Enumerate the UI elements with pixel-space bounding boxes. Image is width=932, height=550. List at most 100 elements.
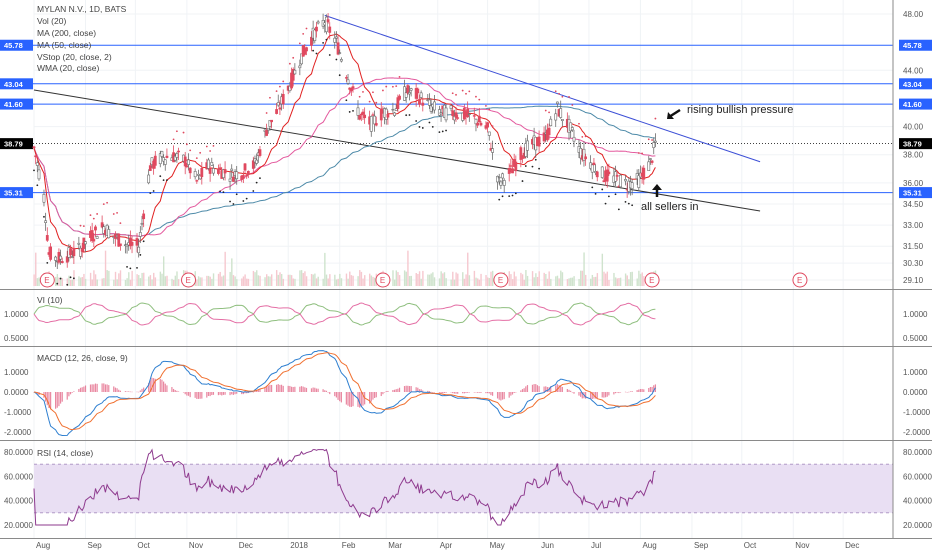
level-tag-left-label: 38.79 (4, 140, 23, 149)
macd-histogram-bar (488, 392, 490, 394)
macd-histogram-bar (94, 383, 97, 392)
candle-body (142, 213, 146, 220)
macd-histogram-bar (628, 391, 630, 393)
macd-histogram-bar (453, 392, 455, 394)
vstop-dot (465, 92, 467, 95)
volume-bar (106, 270, 108, 286)
time-axis-label: Dec (239, 541, 253, 550)
vi-plus-line (33, 302, 656, 326)
volume-bar (590, 278, 592, 286)
vstop-dot (398, 76, 401, 78)
macd-histogram-bar (83, 386, 85, 392)
level-tag-right (899, 187, 932, 199)
legend-ma50: MA (50, close) (37, 40, 91, 50)
vstop-dot (641, 152, 644, 155)
candle-body (268, 119, 272, 127)
volume-bar (126, 278, 128, 286)
macd-histogram-bar (398, 387, 401, 392)
volume-bar (257, 275, 260, 286)
macd-histogram-bar (207, 392, 210, 396)
macd-histogram-bar (194, 392, 196, 398)
candle-body (507, 167, 511, 174)
volume-bar (259, 275, 261, 286)
vstop-dot (209, 150, 212, 152)
vstop-dot (199, 151, 202, 154)
macd-histogram-bar (217, 392, 220, 396)
vstop-dot (511, 194, 514, 197)
macd-histogram-bar (603, 392, 605, 398)
vstop-dot (259, 177, 261, 180)
macd-histogram-bar (392, 390, 394, 392)
vstop-dot (265, 112, 268, 114)
vstop-dot (594, 192, 597, 195)
volume-bar (103, 278, 105, 286)
macd-histogram-bar (558, 385, 560, 392)
macd-histogram-bar (475, 392, 477, 393)
candle-body (148, 165, 152, 171)
vstop-dot (544, 109, 547, 112)
macd-histogram-bar (457, 392, 459, 394)
volume-bar (224, 251, 226, 286)
macd-histogram-bar (370, 392, 372, 402)
macd-histogram-bar (289, 385, 291, 392)
candle-body (428, 99, 431, 106)
candle-body (476, 122, 480, 126)
level-tag-left (0, 78, 33, 90)
macd-histogram-bar (244, 392, 246, 394)
macd-histogram-bar (649, 386, 652, 392)
macd-tick-label: 1.0000 (903, 368, 928, 377)
time-axis-label: Oct (137, 541, 150, 550)
volume-bar (161, 273, 163, 286)
macd-histogram-bar (590, 392, 592, 399)
vstop-dot (166, 179, 168, 182)
candle-body (374, 123, 378, 126)
vstop-dot (142, 240, 145, 243)
vstop-dot (335, 58, 338, 61)
volume-bar (339, 273, 341, 286)
macd-histogram-bar (229, 392, 231, 396)
macd-histogram-bar (360, 392, 362, 407)
macd-histogram-bar (397, 388, 399, 392)
macd-histogram-bar (317, 388, 319, 392)
candle-body (325, 16, 328, 33)
volume-bar (636, 278, 638, 286)
volume-bar (550, 278, 552, 286)
macd-histogram-bar (581, 392, 583, 399)
candle-body (486, 122, 489, 128)
volume-bar (357, 276, 359, 286)
vstop-dot (617, 208, 620, 211)
candle-body (147, 174, 151, 184)
macd-histogram-bar (131, 391, 133, 393)
candle-body (418, 99, 421, 105)
candle-body (258, 149, 262, 156)
macd-histogram-bar (428, 391, 431, 392)
volume-bar (256, 270, 258, 286)
vstop-dot (345, 99, 348, 102)
level-tag-left-label: 45.78 (4, 41, 23, 50)
candle-body (266, 127, 270, 131)
macd-histogram-bar (417, 387, 419, 392)
candle-body (72, 247, 76, 257)
vstop-dot (584, 135, 587, 138)
macd-histogram-bar (521, 389, 524, 392)
macd-histogram-bar (393, 389, 396, 392)
candle-body (356, 107, 360, 116)
vstop-dot (152, 190, 155, 192)
macd-histogram-bar (498, 392, 500, 400)
candle-body (419, 92, 423, 98)
macd-histogram-bar (616, 392, 618, 393)
volume-bar (212, 273, 215, 286)
volume-bar (475, 277, 477, 286)
volume-bar (334, 274, 336, 286)
ma50-line (33, 77, 656, 237)
macd-histogram-bar (545, 386, 547, 392)
vstop-dot (568, 96, 570, 98)
volume-bar (603, 271, 605, 286)
candle-body (467, 113, 471, 115)
volume-bar (548, 271, 550, 286)
volume-bar (221, 276, 223, 286)
macd-histogram-bar (345, 392, 347, 405)
candle-body (313, 29, 317, 41)
vstop-dot (461, 89, 464, 92)
